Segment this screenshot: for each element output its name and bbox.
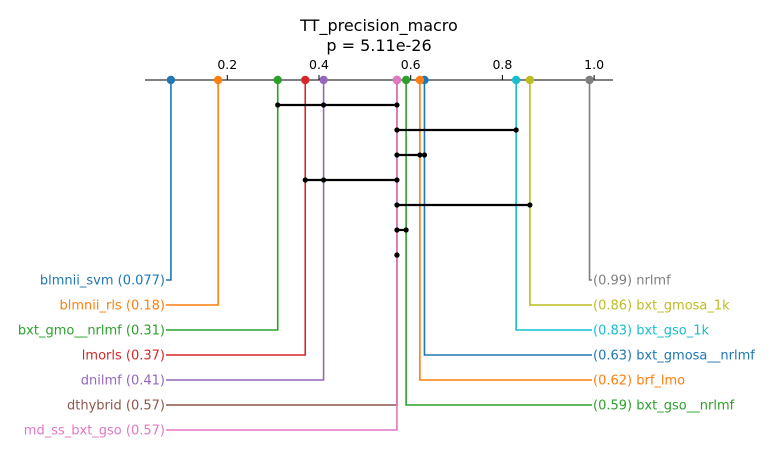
method-label: blmnii_svm (0.077)	[40, 274, 165, 289]
method-value: (0.31)	[122, 324, 165, 339]
tick-label: 0.8	[492, 57, 512, 72]
method-connector	[166, 80, 279, 331]
clique-point	[275, 102, 281, 108]
method-value: (0.57)	[122, 399, 165, 414]
tick-label: 0.6	[401, 57, 421, 72]
method-value: (0.99)	[593, 274, 636, 289]
method-label: (0.99) nrlmf	[593, 274, 671, 289]
method-name: bxt_gmosa__nrlmf	[636, 349, 755, 364]
method-name: bxt_gso__nrlmf	[636, 399, 734, 414]
method-label: dnilmf (0.41)	[81, 374, 165, 389]
method-label: lmorls (0.37)	[82, 349, 165, 364]
method-label: md_ss_bxt_gso (0.57)	[24, 424, 165, 439]
method-value: (0.41)	[122, 374, 165, 389]
method-connector	[166, 80, 219, 306]
tick-label: 0.2	[217, 57, 237, 72]
method-connector	[423, 80, 592, 356]
method-label: (0.86) bxt_gmosa_1k	[593, 299, 730, 314]
clique-point	[394, 127, 400, 133]
clique-point	[394, 227, 400, 233]
clique-point	[302, 177, 308, 183]
clique-point	[320, 177, 327, 183]
method-label: (0.59) bxt_gso__nrlmf	[593, 399, 735, 414]
method-name: bxt_gso_1k	[636, 324, 709, 339]
method-name: dnilmf	[81, 374, 122, 389]
clique-point	[403, 227, 409, 233]
method-name: nrlmf	[636, 274, 671, 289]
method-dot	[273, 75, 282, 85]
clique-point	[421, 152, 428, 158]
method-connector	[166, 80, 172, 281]
method-label: (0.63) bxt_gmosa__nrlmf	[593, 349, 755, 364]
tick-label: 1.0	[584, 57, 604, 72]
method-connector	[166, 80, 307, 356]
method-name: blmnii_svm	[40, 274, 114, 289]
method-connector	[405, 80, 592, 406]
method-label: blmnii_rls (0.18)	[60, 299, 165, 314]
method-value: (0.57)	[122, 424, 165, 439]
method-lines	[166, 80, 592, 431]
chart-title: TT_precision_macro	[299, 16, 458, 36]
method-connector	[529, 80, 592, 306]
method-value: (0.077)	[114, 274, 166, 289]
method-dot	[401, 75, 411, 85]
method-label: bxt_gmo__nrlmf (0.31)	[18, 324, 165, 339]
method-value: (0.37)	[122, 349, 165, 364]
method-dot	[525, 75, 535, 85]
method-label: dthybrid (0.57)	[67, 399, 165, 414]
method-connector	[419, 80, 592, 381]
method-dot	[166, 75, 176, 85]
method-connector	[166, 80, 398, 406]
clique-bars	[275, 102, 533, 258]
axis: 0.2 0.4 0.6 0.8 1.0	[145, 57, 613, 81]
clique-point	[394, 202, 400, 208]
method-connector	[166, 80, 398, 431]
clique-point	[394, 177, 400, 183]
method-labels: blmnii_svm (0.077)blmnii_rls (0.18)bxt_g…	[18, 274, 755, 439]
clique-point	[417, 152, 423, 158]
method-name: bxt_gmo__nrlmf	[18, 324, 122, 339]
method-name: dthybrid	[67, 399, 122, 414]
method-name: blmnii_rls	[60, 299, 122, 314]
method-value: (0.59)	[593, 399, 636, 414]
method-dot	[319, 75, 328, 85]
method-name: brf_lmo	[636, 374, 685, 389]
clique-point	[320, 102, 327, 108]
method-value: (0.63)	[593, 349, 636, 364]
method-value: (0.62)	[593, 374, 636, 389]
method-dot	[213, 75, 223, 85]
method-label: (0.83) bxt_gso_1k	[593, 324, 710, 339]
clique-point	[394, 102, 400, 108]
method-connector	[588, 80, 592, 281]
clique-point	[527, 202, 533, 208]
method-name: bxt_gmosa_1k	[636, 299, 730, 314]
method-label: (0.62) brf_lmo	[593, 374, 685, 389]
method-dot	[511, 75, 521, 85]
clique-point	[394, 152, 400, 158]
method-dot	[585, 75, 594, 85]
method-name: lmorls	[82, 349, 122, 364]
method-connector	[166, 80, 325, 381]
method-connector	[515, 80, 592, 331]
method-dot	[392, 75, 402, 85]
method-value: (0.83)	[593, 324, 636, 339]
method-value: (0.18)	[122, 299, 165, 314]
method-name: md_ss_bxt_gso	[24, 424, 122, 439]
chart-subtitle: p = 5.11e-26	[326, 36, 431, 55]
method-dot	[301, 75, 310, 85]
method-value: (0.86)	[593, 299, 636, 314]
method-dot	[415, 75, 425, 85]
tick-label: 0.4	[309, 57, 329, 72]
method-dots	[166, 75, 594, 85]
clique-point	[394, 252, 400, 258]
clique-point	[513, 127, 519, 133]
